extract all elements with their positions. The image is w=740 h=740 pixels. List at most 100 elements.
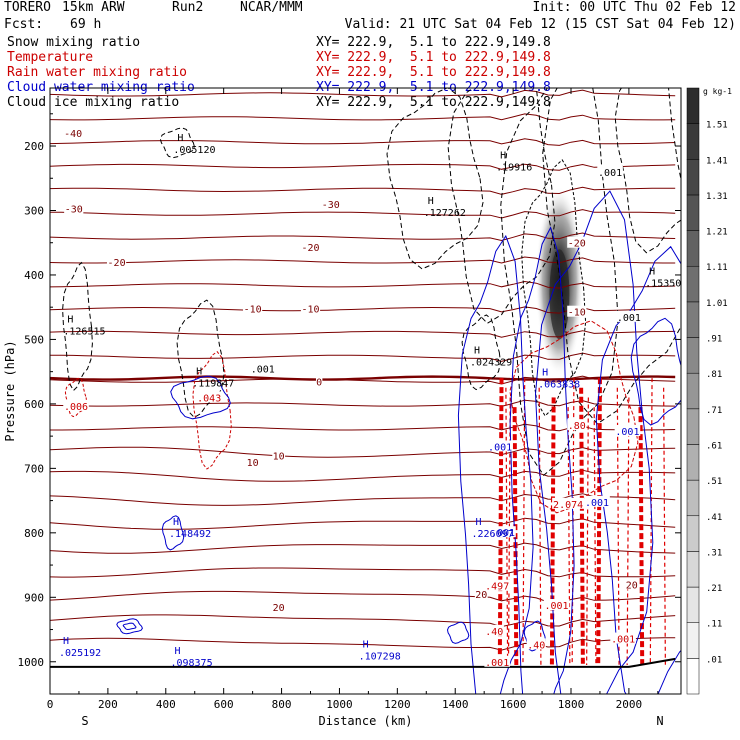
contour-label-bg xyxy=(272,449,286,461)
x-axis-title: Distance (km) xyxy=(319,714,413,728)
y-tick-label: 300 xyxy=(24,204,44,217)
contour-label-bg xyxy=(64,202,84,214)
temperature-contour xyxy=(50,517,676,530)
extremum-marker: H xyxy=(67,314,73,325)
contour-label-bg xyxy=(484,655,510,667)
x-tick-label: 0 xyxy=(47,698,54,711)
x-tick-label: 1600 xyxy=(500,698,527,711)
contour-label: 20 xyxy=(475,590,487,601)
temperature-contour xyxy=(50,186,676,195)
rain-contour xyxy=(579,387,585,666)
extremum-value: .005120 xyxy=(173,145,215,156)
extremum-marker: H xyxy=(474,345,480,356)
extremum-value: .025192 xyxy=(59,648,101,659)
cloud-water-contour xyxy=(509,226,575,694)
x-tick-label: 1400 xyxy=(442,698,469,711)
colorbar-label: 1.21 xyxy=(706,228,728,238)
center-label: NCAR/MMM xyxy=(240,0,303,15)
rain-contour xyxy=(509,320,639,514)
snow-contour xyxy=(386,88,484,270)
contour-label: .001 xyxy=(491,528,515,539)
contour-label: -10 xyxy=(301,304,319,315)
snow-contour xyxy=(176,299,225,419)
field-xy: XY= 222.9, 5.1 to 222.9,149.8 xyxy=(316,65,551,80)
contour-label: 10 xyxy=(273,451,285,462)
contour-label-bg xyxy=(196,391,222,403)
contour-label: -20 xyxy=(108,258,126,269)
colorbar-label: .71 xyxy=(706,406,722,416)
contour-label: .001 xyxy=(544,601,568,612)
temperature-contour xyxy=(50,493,676,506)
contour-label: .001 xyxy=(617,313,641,324)
snow-contour xyxy=(500,88,619,477)
y-tick-label: 200 xyxy=(24,140,44,153)
extremum-marker: H xyxy=(363,639,369,650)
contour-label-bg xyxy=(543,599,570,611)
x-tick-label: 2000 xyxy=(616,698,643,711)
contour-label: 20 xyxy=(626,580,638,591)
temperature-contour xyxy=(50,256,676,264)
extremum-marker: H xyxy=(500,151,506,162)
freezing-level-contour xyxy=(50,375,676,381)
colorbar: .01 .11 .21 .31 .41 .51 .61 .71 .81 .91 1.01 1.11 1.… xyxy=(686,87,732,695)
x-tick-label: 600 xyxy=(214,698,234,711)
rain-contour xyxy=(586,397,589,665)
contour-label-bg xyxy=(272,600,286,612)
rain-contour xyxy=(522,378,526,665)
colorbar-swatch xyxy=(686,551,700,588)
temperature-contour xyxy=(50,446,676,458)
field-label: Rain water mixing ratio xyxy=(7,65,188,80)
temperature-contour xyxy=(50,232,676,242)
temperature-contour xyxy=(50,138,676,146)
contour-label: .497 xyxy=(485,582,509,593)
extremum-value: .119847 xyxy=(192,379,234,390)
colorbar-label: .31 xyxy=(706,548,722,558)
y-tick-label: 400 xyxy=(24,269,44,282)
temperature-contour xyxy=(50,352,676,362)
rain-contour xyxy=(497,378,504,666)
field-xy: XY= 222.9, 5.1 to 222.9,149.8 xyxy=(316,35,551,50)
temperature-contour xyxy=(50,280,676,289)
contour-label-bg xyxy=(584,495,610,507)
colorbar-swatch xyxy=(686,408,700,445)
extremum-marker: H xyxy=(196,367,202,378)
colorbar-swatch xyxy=(686,444,700,481)
contour-label-bg xyxy=(106,256,127,268)
ice-contour xyxy=(521,159,587,417)
colorbar-swatch xyxy=(686,586,700,623)
colorbar-swatch xyxy=(686,658,700,695)
rain-contour xyxy=(616,387,620,665)
y-tick-label: 900 xyxy=(24,591,44,604)
contour-label-bg xyxy=(243,302,263,314)
colorbar-label: 1.01 xyxy=(706,299,728,309)
rain-contour xyxy=(538,387,542,665)
contour-label: -10 xyxy=(568,308,586,319)
x-tick-label: 1200 xyxy=(384,698,411,711)
colorbar-swatch xyxy=(686,194,700,231)
y-axis-title: Pressure (hPa) xyxy=(3,340,17,441)
cloud-water-contour xyxy=(170,375,231,420)
contour-label: -20 xyxy=(301,243,319,254)
contour-label-bg xyxy=(484,579,510,591)
contour-label: .001 xyxy=(598,168,622,179)
colorbar-label: .41 xyxy=(706,513,722,523)
cloud-water-contour xyxy=(122,622,137,631)
cloud-water-contour xyxy=(446,621,470,644)
extremum-marker: H xyxy=(177,133,183,144)
y-tick-label: 600 xyxy=(24,398,44,411)
contour-label-bg xyxy=(63,399,89,411)
extremum-marker: H xyxy=(428,196,434,207)
forecast-label: Fcst: xyxy=(4,17,44,32)
rain-contour xyxy=(626,397,630,665)
x-tick-label: 200 xyxy=(98,698,118,711)
contour-label-bg xyxy=(487,440,513,452)
south-label: S xyxy=(81,714,88,728)
plot-frame xyxy=(49,87,682,695)
model-resolution: 15km ARW xyxy=(62,0,125,15)
run-label: Run2 xyxy=(172,0,204,15)
cloud-water-contour xyxy=(116,618,143,635)
rain-contour xyxy=(64,377,88,418)
contour-label-bg xyxy=(300,241,321,253)
temperature-contour xyxy=(50,590,676,604)
